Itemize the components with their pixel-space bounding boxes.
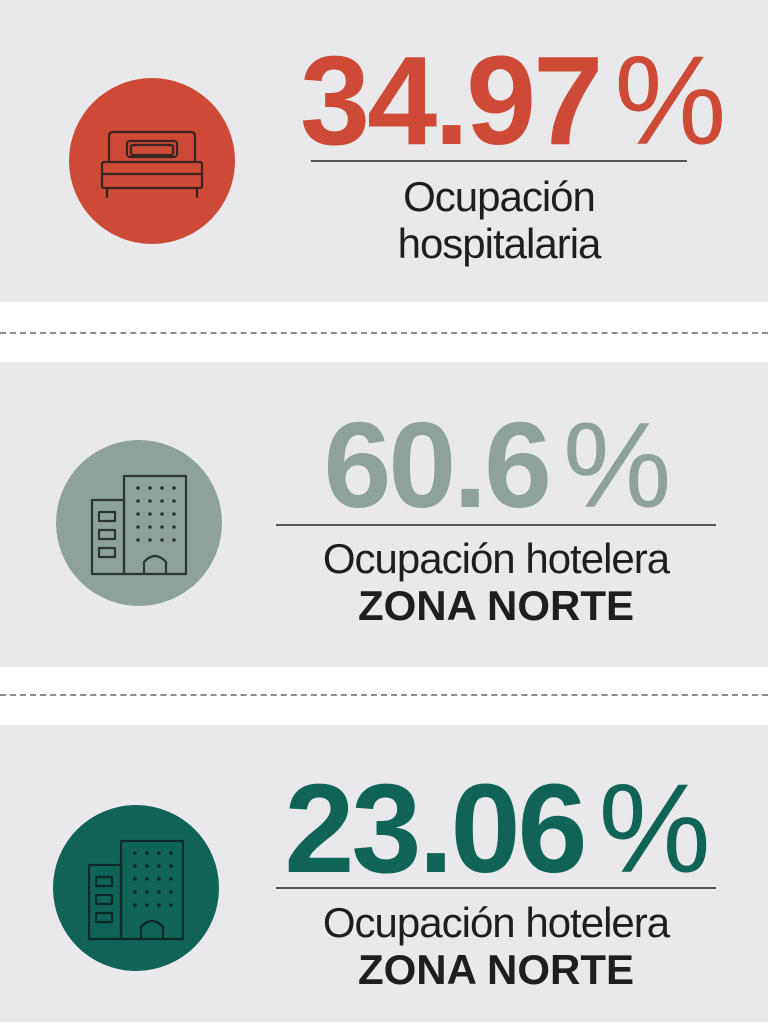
label-line-1: Ocupación hotelera <box>322 535 670 582</box>
hotel-occupancy-label: Ocupación hotelera ZONA NORTE <box>276 899 716 993</box>
percent-sign: % <box>598 758 711 899</box>
zone-label: ZONA NORTE <box>357 946 635 993</box>
percent-sign: % <box>562 397 671 533</box>
label-line-1: Ocupación hotelera <box>322 899 670 946</box>
percent-sign: % <box>614 30 726 171</box>
stat-number: 23.06 <box>284 758 587 899</box>
divider-rule <box>276 887 716 889</box>
label-line-2: hospitalaria <box>397 220 602 267</box>
hotel-icon-badge <box>53 805 219 971</box>
zone-label: ZONA NORTE <box>357 582 635 629</box>
hospital-occupancy-value: 34.97% <box>300 30 726 171</box>
divider-rule <box>311 160 687 162</box>
stat-number: 60.6 <box>323 397 552 533</box>
divider-rule <box>276 524 716 526</box>
dashed-separator <box>0 694 768 696</box>
label-line-1: Ocupación <box>403 173 596 220</box>
hospital-occupancy-label: Ocupación hospitalaria <box>311 173 687 267</box>
dashed-separator <box>0 332 768 334</box>
hotel-occupancy-label: Ocupación hotelera ZONA NORTE <box>276 535 716 629</box>
hotel-occupancy-value: 60.6% <box>276 404 716 526</box>
hotel-occupancy-value: 23.06% <box>276 766 716 892</box>
hotel-icon-badge <box>56 440 222 606</box>
stat-number: 34.97 <box>300 30 603 171</box>
bed-icon <box>100 130 204 199</box>
hotel-building-icon <box>90 474 188 576</box>
hotel-building-icon <box>87 839 185 941</box>
bed-icon-badge <box>69 78 235 244</box>
